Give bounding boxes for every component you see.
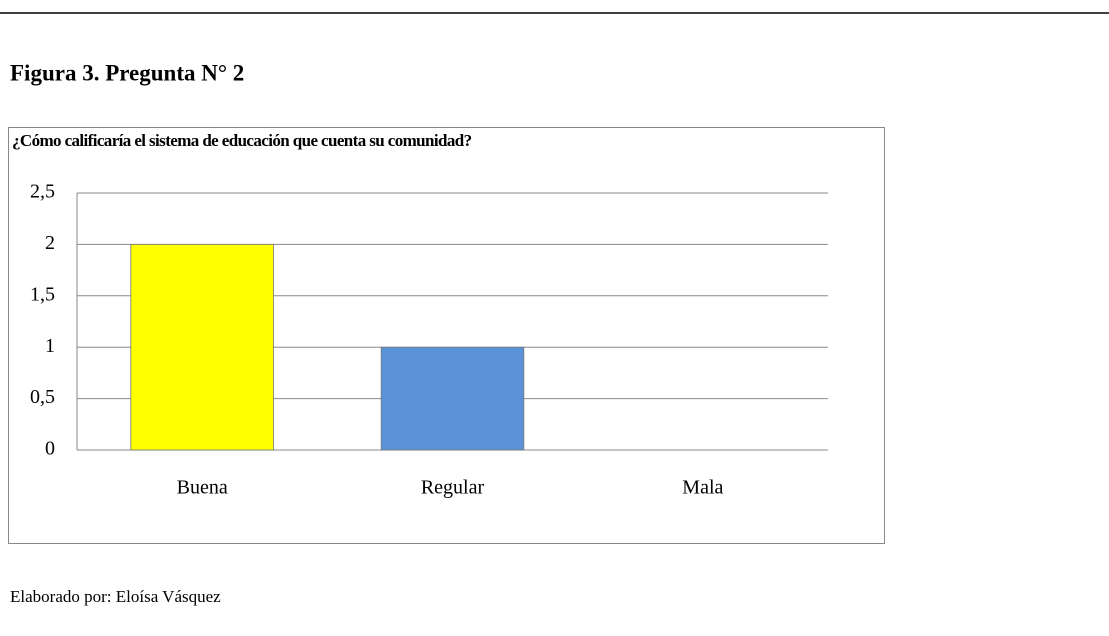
x-tick-label: Buena — [177, 477, 228, 499]
bar — [130, 243, 274, 451]
x-tick-label: Mala — [682, 477, 723, 499]
y-tick-label: 1,5 — [30, 283, 55, 305]
source-note: Elaborado por: Eloísa Vásquez — [10, 587, 221, 606]
y-tick-label: 2 — [45, 232, 55, 254]
y-tick-label: 0,5 — [30, 386, 55, 408]
x-tick-label: Regular — [421, 477, 485, 499]
y-tick-label: 0 — [45, 438, 55, 460]
chart-title: ¿Cómo calificaría el sistema de educació… — [12, 131, 472, 150]
y-tick-label: 1 — [45, 335, 55, 357]
figure-caption: Figura 3. Pregunta N° 2 — [10, 60, 244, 85]
bar — [380, 346, 525, 451]
y-tick-label: 2,5 — [30, 181, 55, 203]
